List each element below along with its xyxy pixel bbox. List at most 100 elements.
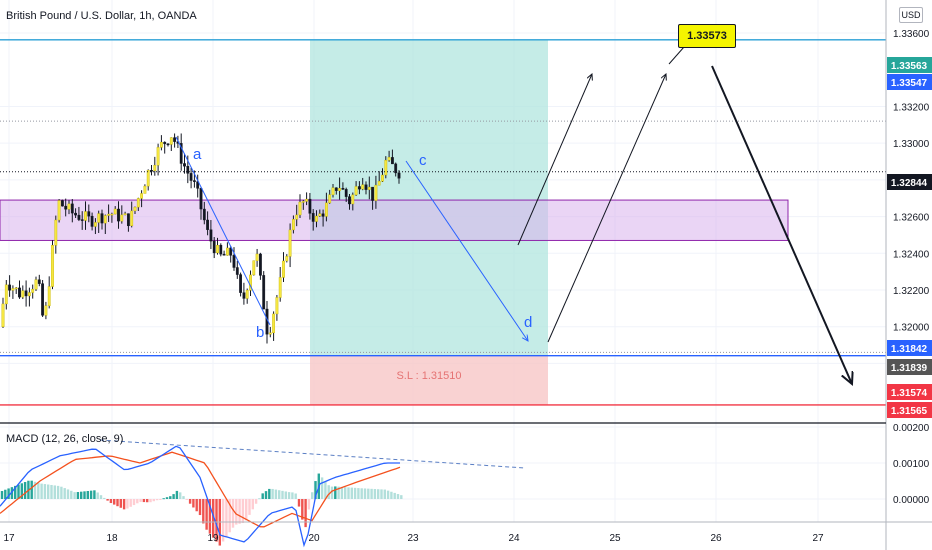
price-label-box — [887, 57, 932, 73]
macd-hist-bar — [0, 491, 4, 499]
wave-line-ab — [175, 136, 271, 326]
price-label-box — [887, 359, 932, 375]
macd-hist-bar — [208, 499, 212, 534]
candle-body — [262, 275, 266, 310]
candle-body — [120, 214, 124, 222]
candle-body — [146, 170, 150, 187]
macd-hist-bar — [284, 491, 287, 499]
macd-hist-bar — [122, 499, 126, 510]
projection-arrow-1 — [517, 74, 592, 246]
macd-hist-bar — [195, 499, 198, 512]
macd-hist-bar — [334, 486, 337, 499]
macd-hist-bar — [109, 499, 113, 504]
candle-body — [341, 188, 345, 190]
macd-hist-bar — [192, 499, 195, 508]
candle-body — [74, 212, 78, 216]
candle-body — [169, 137, 173, 145]
macd-hist-bar — [99, 495, 103, 499]
candle-body — [361, 184, 365, 190]
macd-hist-bar — [205, 499, 208, 530]
candle-body — [173, 137, 176, 142]
macd-hist-bar — [169, 496, 172, 499]
macd-hist-bar — [268, 488, 271, 499]
candle-body — [44, 305, 48, 316]
candle-body — [4, 284, 8, 305]
candle-body — [110, 213, 114, 216]
macd-hist-bar — [380, 489, 383, 499]
macd-hist-bar — [386, 490, 390, 499]
price-label-box — [887, 340, 932, 356]
candle-body — [153, 164, 157, 171]
macd-hist-bar — [172, 494, 175, 499]
candle-body — [391, 157, 394, 165]
macd-hist-bar — [254, 499, 258, 504]
macd-hist-bar — [96, 492, 99, 499]
price-tick-label: 1.33200 — [893, 102, 930, 113]
candle-body — [133, 206, 137, 212]
wave-label-a: a — [193, 146, 202, 163]
price-label-text: 1.31565 — [891, 406, 928, 417]
wave-label-d: d — [524, 314, 533, 331]
macd-hist-bar — [363, 488, 367, 499]
macd-hist-bar — [33, 481, 37, 499]
candle-body — [57, 200, 61, 221]
stop-zone — [310, 355, 548, 405]
price-label-box — [887, 174, 932, 190]
candle-body — [87, 211, 91, 217]
macd-hist-bar — [30, 480, 33, 499]
candle-body — [219, 244, 223, 255]
candle-body — [1, 303, 5, 327]
candle-body — [54, 219, 58, 246]
price-label-box — [887, 384, 932, 400]
candle-body — [28, 292, 31, 297]
candle-body — [242, 292, 246, 299]
time-tick-label: 20 — [308, 533, 320, 544]
candles — [1, 133, 401, 344]
macd-hist-bar — [383, 489, 386, 499]
macd-hist-bar — [162, 498, 165, 500]
macd-pane — [0, 439, 526, 548]
macd-hist-bar — [353, 487, 357, 499]
candle-body — [67, 203, 71, 210]
price-tick-label: 1.33000 — [893, 139, 930, 150]
candle-body — [113, 208, 117, 215]
price-label-box — [887, 74, 932, 90]
candle-body — [384, 160, 388, 176]
macd-tick-label: 0.00000 — [893, 495, 930, 506]
candle-body — [252, 260, 256, 276]
macd-hist-bar — [238, 499, 241, 524]
macd-hist-bar — [182, 496, 185, 499]
candle-body — [351, 194, 355, 205]
macd-hist-bar — [344, 487, 347, 499]
macd-hist-bar — [377, 489, 380, 499]
macd-hist-bar — [294, 493, 297, 499]
macd-hist-bar — [116, 499, 119, 507]
macd-hist-bar — [60, 486, 63, 499]
candle-body — [166, 143, 170, 146]
candle-body — [156, 147, 160, 166]
macd-hist-bar — [337, 486, 340, 499]
candle-body — [338, 188, 341, 191]
candle-body — [47, 286, 51, 306]
macd-hist-bar — [106, 499, 109, 501]
macd-hist-bar — [330, 486, 334, 499]
macd-hist-bar — [66, 489, 70, 499]
candle-body — [64, 205, 68, 210]
macd-hist-bar — [132, 499, 136, 506]
candle-body — [51, 245, 54, 287]
wave-label-b: b — [256, 324, 265, 341]
time-axis: 17 18 19 20 23 24 25 26 27 — [3, 533, 824, 544]
candle-body — [321, 213, 325, 217]
macd-hist-bar — [93, 490, 96, 499]
candle-body — [272, 313, 275, 334]
currency-button[interactable]: USD — [899, 7, 923, 23]
candle-body — [126, 213, 130, 227]
macd-hist-bar — [245, 499, 248, 521]
candle-body — [308, 198, 312, 214]
projection-arrow-2 — [547, 74, 666, 343]
price-tick-label: 1.32600 — [893, 213, 930, 224]
candle-body — [189, 173, 193, 181]
macd-hist-bar — [212, 499, 215, 538]
candle-body — [225, 247, 229, 256]
